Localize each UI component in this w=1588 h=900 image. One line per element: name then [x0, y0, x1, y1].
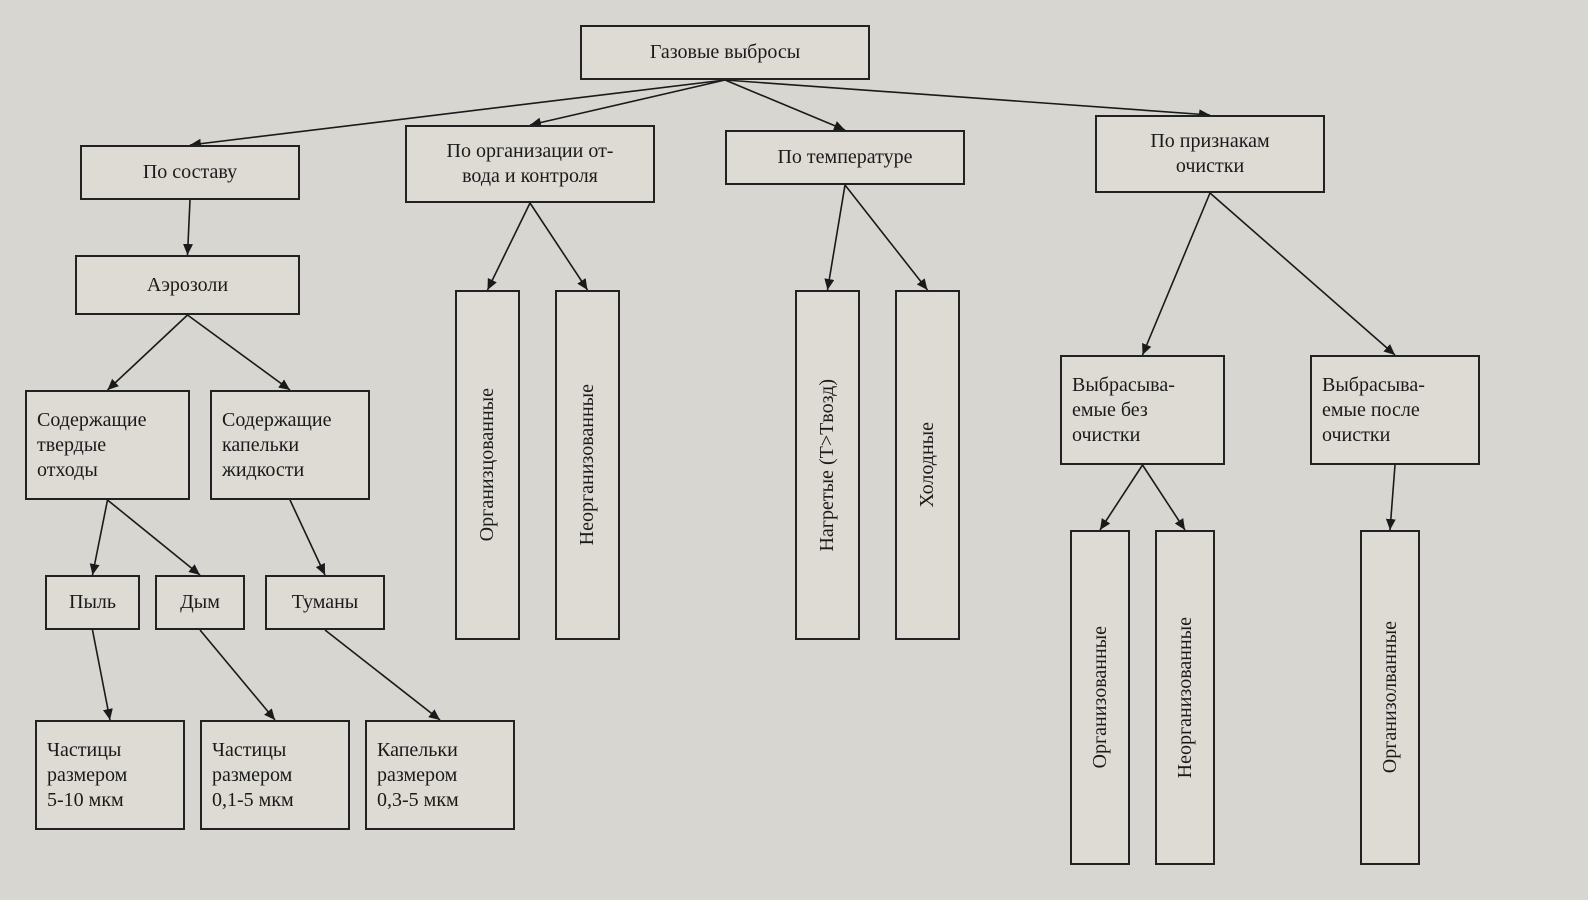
node-label: Неорганизованные — [576, 384, 599, 545]
node-by_temp: По температуре — [725, 130, 965, 185]
edge-fog-to-d03_5 — [325, 630, 440, 720]
node-label: По составу — [143, 160, 237, 185]
edge-solid-to-dust — [93, 500, 108, 575]
node-smoke: Дым — [155, 575, 245, 630]
node-p5_10: Частицыразмером5-10 мкм — [35, 720, 185, 830]
node-fog: Туманы — [265, 575, 385, 630]
edge-aerosols-to-solid — [108, 315, 188, 390]
node-clean_without: Выбрасыва-емые безочистки — [1060, 355, 1225, 465]
node-label: Нагретые (T>Tвозд) — [816, 379, 839, 552]
edge-root-to-by_temp — [725, 80, 845, 130]
edge-root-to-by_org — [530, 80, 725, 125]
node-label: Частицыразмером0,1-5 мкм — [212, 738, 294, 813]
node-label: Пыль — [69, 590, 116, 615]
node-label: Организолванные — [1379, 621, 1402, 773]
node-label: По температуре — [777, 145, 912, 170]
node-label: Организованные — [1089, 626, 1112, 769]
node-label: По организации от-вода и контроля — [447, 139, 614, 189]
node-d03_5: Капелькиразмером0,3-5 мкм — [365, 720, 515, 830]
edge-by_temp-to-temp_hot — [828, 185, 846, 290]
edge-solid-to-smoke — [108, 500, 201, 575]
node-label: Газовые выбросы — [650, 40, 800, 65]
edge-by_clean-to-clean_without — [1143, 193, 1211, 355]
edge-by_org-to-org_org — [488, 203, 531, 290]
edge-clean_without-to-wo_neorg — [1143, 465, 1186, 530]
node-wo_neorg: Неорганизованные — [1155, 530, 1215, 865]
node-by_org: По организации от-вода и контроля — [405, 125, 655, 203]
edge-clean_without-to-wo_org — [1100, 465, 1143, 530]
node-label: Содержащиетвердыеотходы — [37, 408, 147, 483]
node-label: Холодные — [916, 422, 939, 508]
node-label: Частицыразмером5-10 мкм — [47, 738, 127, 813]
edge-liquid-to-fog — [290, 500, 325, 575]
node-label: Выбрасыва-емые послеочистки — [1322, 373, 1425, 448]
node-wo_org: Организованные — [1070, 530, 1130, 865]
node-org_neorg: Неорганизованные — [555, 290, 620, 640]
edge-by_temp-to-temp_cold — [845, 185, 928, 290]
node-clean_after: Выбрасыва-емые послеочистки — [1310, 355, 1480, 465]
node-dust: Пыль — [45, 575, 140, 630]
node-temp_cold: Холодные — [895, 290, 960, 640]
edge-aerosols-to-liquid — [188, 315, 291, 390]
node-label: Туманы — [292, 590, 359, 615]
node-by_composition: По составу — [80, 145, 300, 200]
node-label: Аэрозоли — [147, 273, 228, 298]
edge-by_org-to-org_neorg — [530, 203, 588, 290]
node-label: Организцованные — [476, 388, 499, 541]
node-temp_hot: Нагретые (T>Tвозд) — [795, 290, 860, 640]
node-label: Неорганизованные — [1174, 617, 1197, 778]
node-label: По признакамочистки — [1150, 129, 1269, 179]
node-org_org: Организцованные — [455, 290, 520, 640]
node-by_clean: По признакамочистки — [1095, 115, 1325, 193]
node-solid: Содержащиетвердыеотходы — [25, 390, 190, 500]
node-label: Капелькиразмером0,3-5 мкм — [377, 738, 459, 813]
node-label: Выбрасыва-емые безочистки — [1072, 373, 1175, 448]
edge-smoke-to-p01_5 — [200, 630, 275, 720]
edge-clean_after-to-after_org — [1390, 465, 1395, 530]
node-root: Газовые выбросы — [580, 25, 870, 80]
edge-by_clean-to-clean_after — [1210, 193, 1395, 355]
node-label: Содержащиекапелькижидкости — [222, 408, 332, 483]
node-p01_5: Частицыразмером0,1-5 мкм — [200, 720, 350, 830]
diagram-canvas: Газовые выбросы По составу По организации … — [0, 0, 1588, 900]
node-aerosols: Аэрозоли — [75, 255, 300, 315]
edge-dust-to-p5_10 — [93, 630, 111, 720]
edge-root-to-by_clean — [725, 80, 1210, 115]
node-liquid: Содержащиекапелькижидкости — [210, 390, 370, 500]
node-label: Дым — [180, 590, 220, 615]
node-after_org: Организолванные — [1360, 530, 1420, 865]
edge-by_composition-to-aerosols — [188, 200, 191, 255]
